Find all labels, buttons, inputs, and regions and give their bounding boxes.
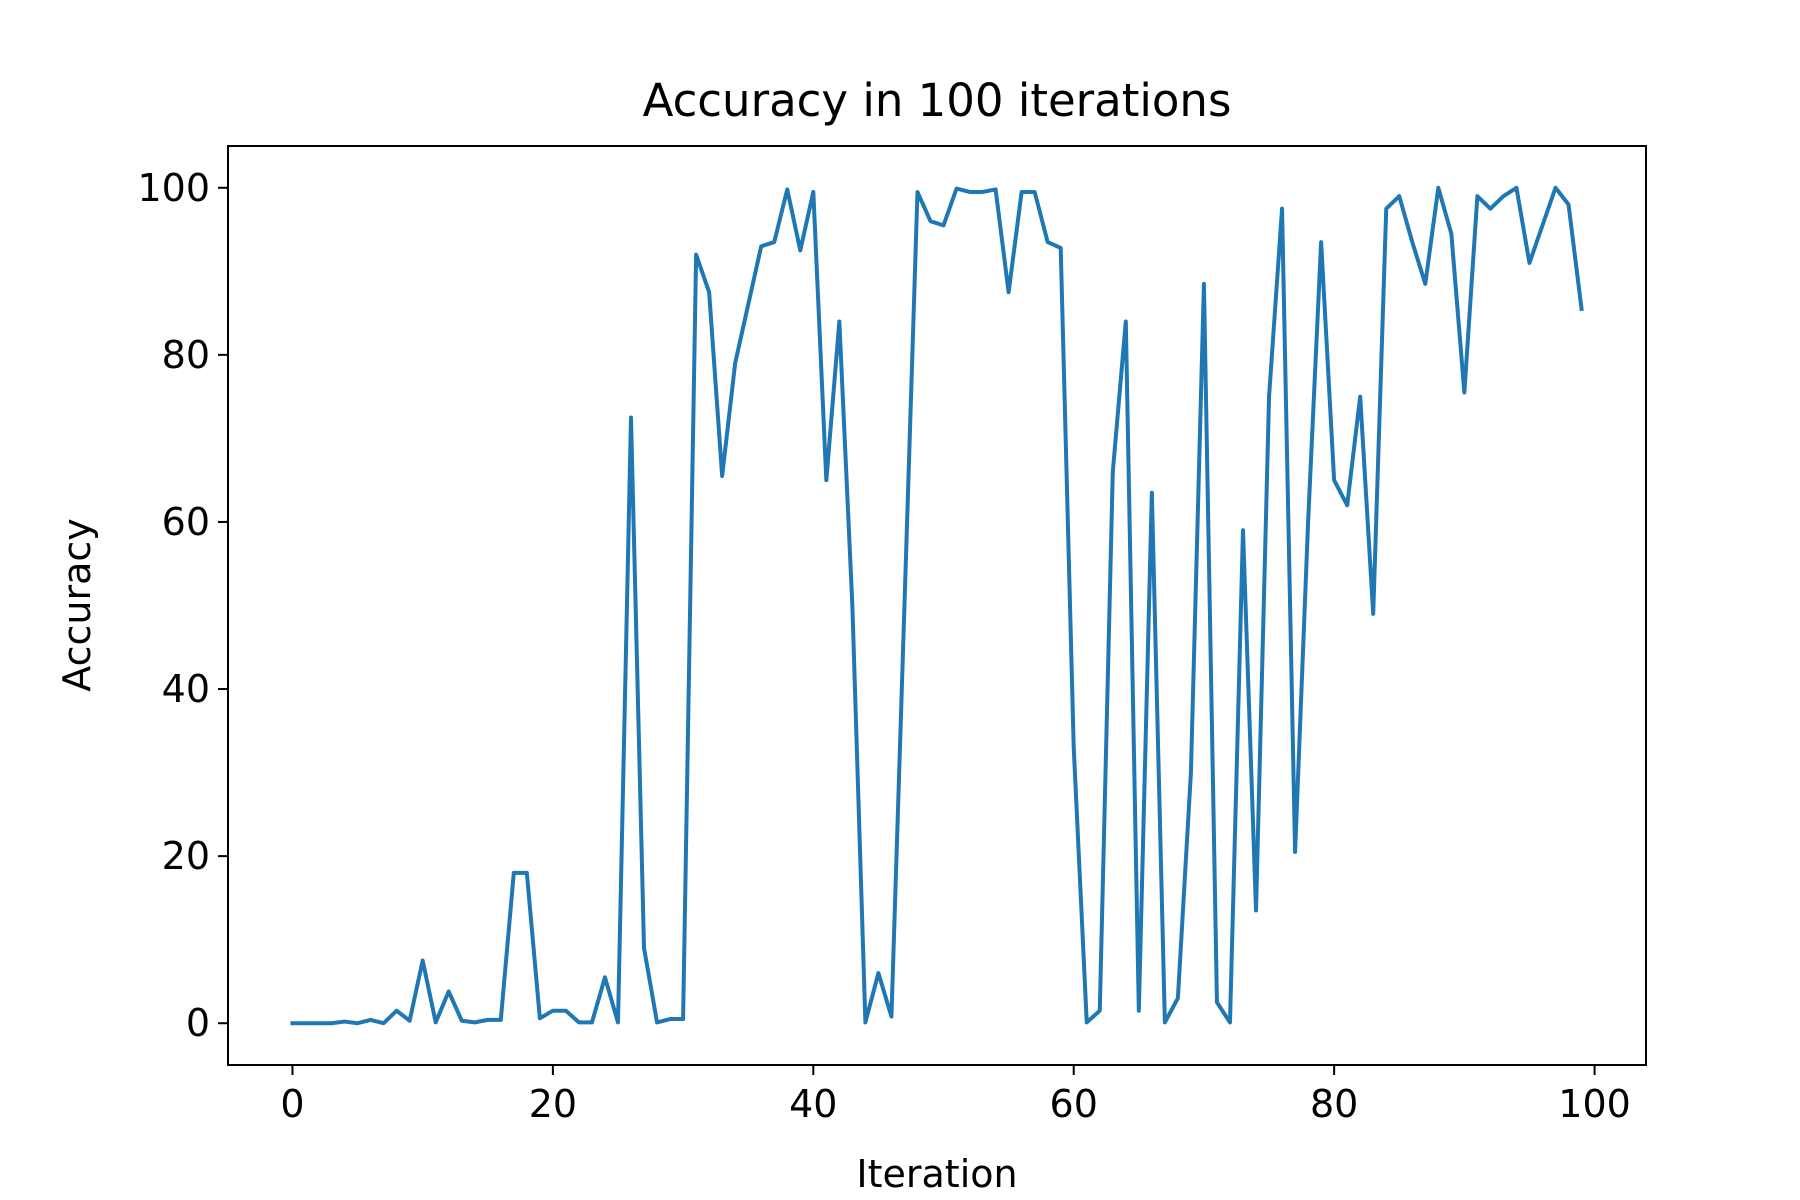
x-tick-label: 60 [1050,1082,1098,1126]
y-tick-label: 80 [162,333,210,377]
y-tick-label: 100 [137,166,210,210]
x-tick-label: 40 [789,1082,837,1126]
y-axis-ticks: 0 20 40 60 80 100 [137,166,228,1045]
x-tick-label: 20 [529,1082,577,1126]
x-tick-label: 0 [280,1082,304,1126]
y-axis-label: Accuracy [55,518,99,692]
y-tick-label: 0 [186,1001,210,1045]
accuracy-series-line [290,185,1584,1026]
x-axis-label: Iteration [856,1152,1017,1196]
chart-title: Accuracy in 100 iterations [643,74,1232,127]
y-tick-label: 60 [162,500,210,544]
y-tick-label: 40 [162,667,210,711]
plot-frame [227,145,1647,1066]
x-tick-label: 80 [1310,1082,1358,1126]
x-tick-label: 100 [1558,1082,1631,1126]
x-axis-ticks: 0 20 40 60 80 100 [280,1065,1631,1126]
y-tick-label: 20 [162,834,210,878]
